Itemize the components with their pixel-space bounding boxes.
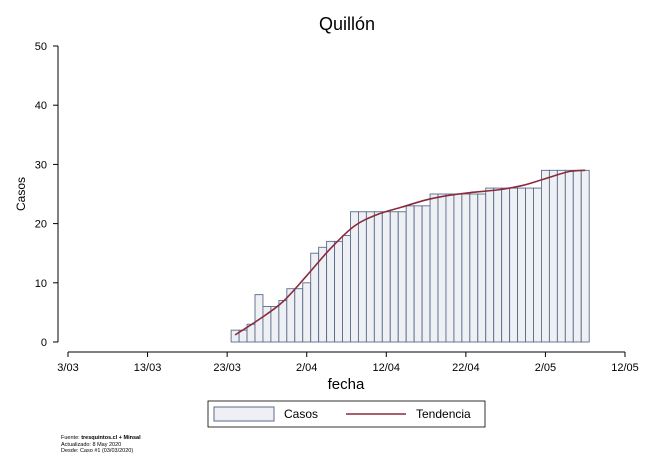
- x-axis-ticks: 3/03 13/03 23/03 2/04 12/04 22/04 2/05 12/05: [57, 352, 639, 374]
- case-bar: [469, 193, 479, 343]
- case-bar: [373, 211, 383, 343]
- x-tick-label: 2/04: [296, 362, 317, 374]
- legend-label-casos: Casos: [284, 407, 318, 421]
- y-tick-label: 50: [35, 41, 47, 53]
- case-bar: [485, 187, 495, 343]
- case-bar: [230, 329, 240, 343]
- case-bar: [413, 205, 423, 343]
- case-bar: [572, 169, 582, 343]
- case-bar: [350, 211, 359, 343]
- case-bar: [326, 240, 336, 343]
- source-footer: Fuente: tresquintos.cl + Minsal Actualiz…: [61, 435, 141, 455]
- x-tick-label: 23/03: [213, 362, 241, 374]
- case-bar: [429, 193, 439, 343]
- case-bar: [477, 193, 487, 343]
- y-tick-label: 40: [35, 100, 47, 112]
- x-tick-label: 13/03: [134, 362, 162, 374]
- case-bar: [342, 234, 351, 343]
- case-bar: [278, 300, 288, 343]
- trend-line: [234, 169, 586, 336]
- y-axis-label: Casos: [14, 177, 28, 211]
- legend-label-tendencia: Tendencia: [416, 407, 471, 421]
- legend-swatch-casos: [213, 406, 275, 422]
- y-tick-label: 10: [35, 278, 47, 290]
- case-bar: [453, 193, 463, 343]
- case-bar: [517, 187, 526, 343]
- x-tick-label: 2/05: [535, 362, 556, 374]
- x-tick-label: 12/05: [611, 362, 639, 374]
- y-tick-label: 20: [35, 219, 47, 231]
- case-bar: [437, 193, 447, 343]
- case-bar: [421, 205, 431, 343]
- y-axis-ticks: 0 10 20 30 40 50: [35, 41, 58, 349]
- case-bar: [564, 169, 574, 343]
- footer-source-label: Fuente:: [61, 435, 80, 441]
- case-bar: [270, 306, 280, 343]
- case-bar: [397, 211, 407, 343]
- case-bar: [461, 193, 471, 343]
- y-tick-label: 30: [35, 159, 47, 171]
- x-axis-label: fecha: [328, 376, 365, 393]
- case-bar: [501, 187, 511, 343]
- x-tick-label: 3/03: [57, 362, 78, 374]
- case-bar: [493, 187, 503, 343]
- trend-line-layer: [234, 169, 586, 336]
- case-bar: [302, 282, 312, 343]
- y-tick-label: 0: [41, 337, 47, 349]
- x-tick-label: 12/04: [373, 362, 401, 374]
- case-bar: [533, 187, 542, 343]
- x-tick-label: 22/04: [452, 362, 480, 374]
- case-bar: [389, 211, 399, 343]
- case-bar: [525, 187, 534, 343]
- bars-layer: [230, 169, 590, 343]
- case-bar: [509, 187, 519, 343]
- case-bar: [548, 169, 558, 343]
- case-bar: [334, 240, 343, 343]
- footer-source-value: tresquintos.cl + Minsal: [81, 435, 141, 441]
- case-bar: [405, 205, 415, 343]
- chart-title: Quillón: [319, 14, 375, 34]
- case-bar: [556, 169, 566, 343]
- footer-updated: Actualizado: 8 May 2020: [61, 441, 122, 448]
- case-bar: [357, 211, 367, 343]
- case-bar: [445, 193, 455, 343]
- legend: Casos Tendencia: [207, 400, 486, 428]
- case-bar: [294, 288, 304, 343]
- footer-source-line: Fuente: tresquintos.cl + Minsal: [61, 435, 141, 442]
- case-bar: [381, 211, 391, 343]
- footer-since: Desde: Caso #1 (03/03/2020): [61, 448, 134, 454]
- case-bar: [365, 211, 375, 343]
- case-bar: [580, 169, 590, 343]
- case-bar: [541, 169, 550, 343]
